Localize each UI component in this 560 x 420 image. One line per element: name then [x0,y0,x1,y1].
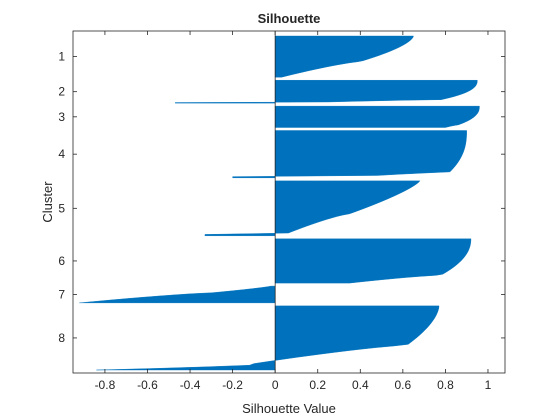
x-tick-label: -0.6 [137,378,158,392]
x-tick-label: 0.4 [352,378,369,392]
y-tick-label: 7 [58,287,65,301]
cluster-4-bar [232,130,467,179]
silhouette-bars [79,31,480,373]
x-tick-label: -0.4 [180,378,201,392]
cluster-3-bar [274,105,480,128]
cluster-2-bar [174,80,478,104]
x-tick-label: 1 [485,378,492,392]
y-tick-label: 1 [58,50,65,64]
y-tick-label: 8 [58,331,65,345]
cluster-6-bar [274,238,472,284]
x-tick-label: -0.8 [95,378,116,392]
chart-title: Silhouette [258,11,321,26]
y-tick-label: 5 [58,201,65,215]
x-tick-label: -0.2 [222,378,243,392]
y-axis-ticks: 1 2 3 4 5 6 7 8 [58,50,505,345]
cluster-8-bar [96,305,440,371]
cluster-1-bar [274,35,414,78]
x-tick-label: 0 [272,378,279,392]
x-tick-label: 0.6 [395,378,412,392]
x-axis-ticks: -0.8 -0.6 -0.4 -0.2 0 0.2 0.4 0.6 0.8 1 [95,31,492,392]
y-tick-label: 6 [58,254,65,268]
x-tick-label: 0.8 [437,378,454,392]
plot-box [72,30,506,374]
x-axis-label: Silhouette Value [242,401,336,416]
y-tick-label: 2 [58,85,65,99]
x-tick-label: 0.2 [309,378,326,392]
y-axis-label: Cluster [40,181,55,223]
cluster-7-bar [79,285,276,304]
y-tick-label: 4 [58,147,65,161]
y-tick-label: 3 [58,110,65,124]
cluster-5-bar [204,180,421,236]
